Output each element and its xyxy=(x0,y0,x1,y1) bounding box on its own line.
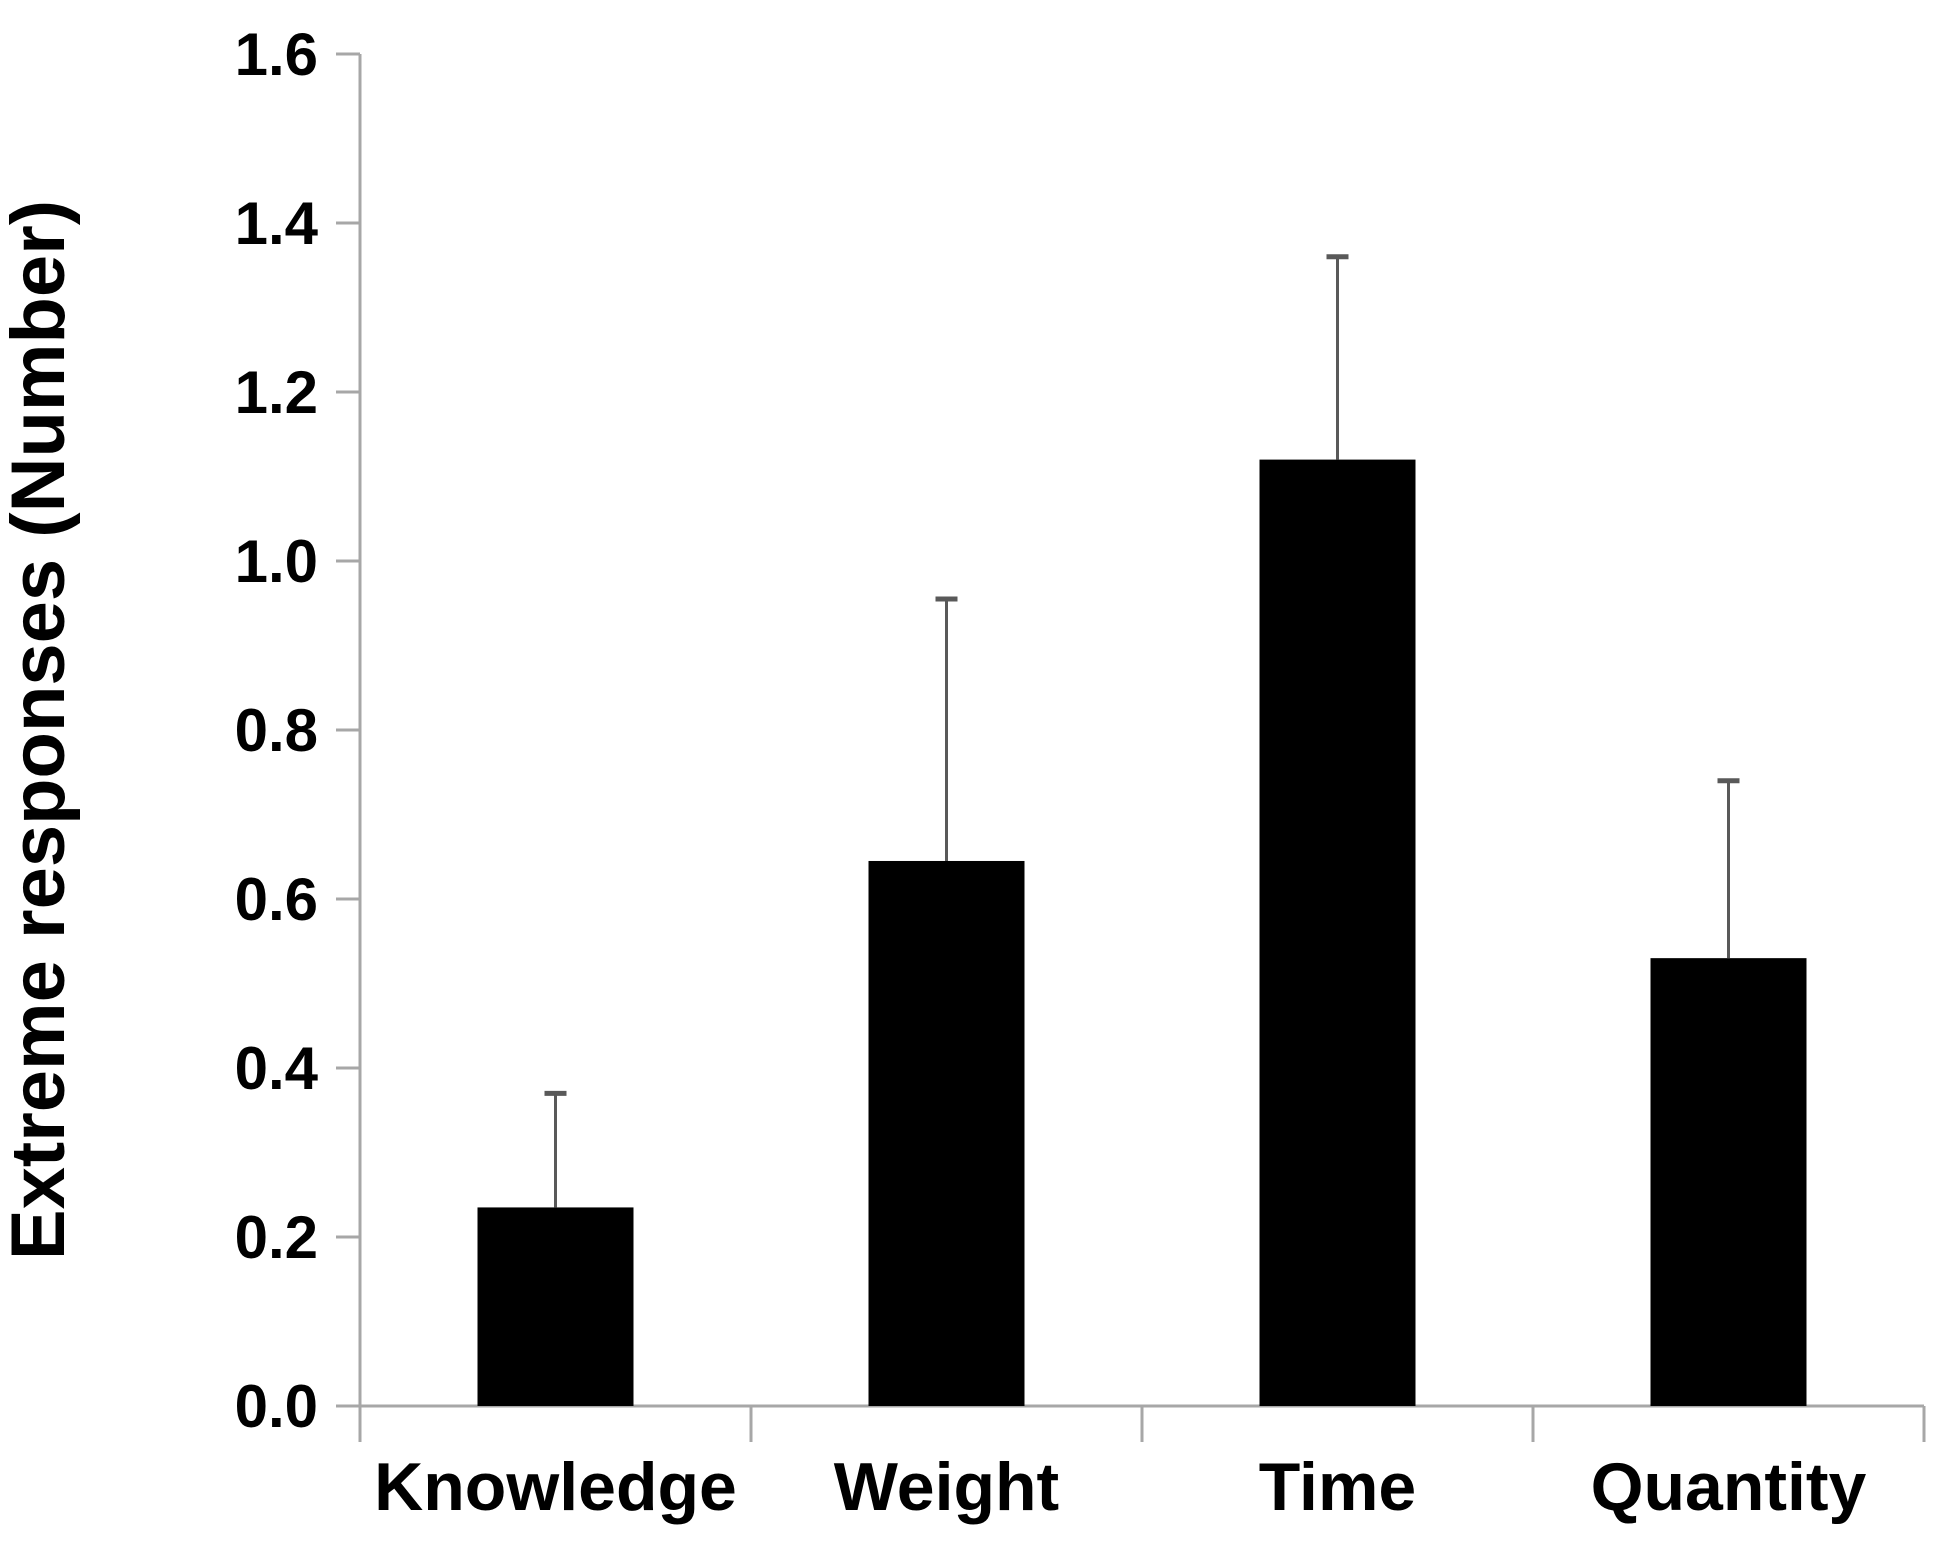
y-tick-label: 1.6 xyxy=(235,21,318,88)
y-tick-label: 1.2 xyxy=(235,359,318,426)
y-tick-label: 1.4 xyxy=(235,190,319,257)
labels-layer: 0.0 0.2 0.4 0.6 0.8 1.0 1.2 1.4 1.6 Knowledge Weig… xyxy=(235,21,1867,1525)
y-axis-title: Extreme responses (Number) xyxy=(0,200,81,1260)
y-tick-label: 0.2 xyxy=(235,1204,318,1271)
y-tick-label: 0.0 xyxy=(235,1373,318,1440)
y-tick-label: 0.8 xyxy=(235,697,318,764)
bar-weight xyxy=(868,860,1025,1406)
error-bars-layer xyxy=(544,254,1740,1208)
y-tick-label: 1.0 xyxy=(235,528,318,595)
bar-quantity xyxy=(1650,958,1807,1406)
y-tick-label: 0.6 xyxy=(235,866,318,933)
x-category-label-time: Time xyxy=(1259,1449,1416,1525)
bars-layer xyxy=(477,459,1807,1407)
x-category-label-quantity: Quantity xyxy=(1591,1449,1867,1525)
x-category-label-weight: Weight xyxy=(834,1449,1059,1525)
x-category-label-knowledge: Knowledge xyxy=(374,1449,737,1525)
bar-time xyxy=(1259,459,1416,1407)
bar-knowledge xyxy=(477,1207,634,1406)
y-tick-label: 0.4 xyxy=(235,1035,319,1102)
